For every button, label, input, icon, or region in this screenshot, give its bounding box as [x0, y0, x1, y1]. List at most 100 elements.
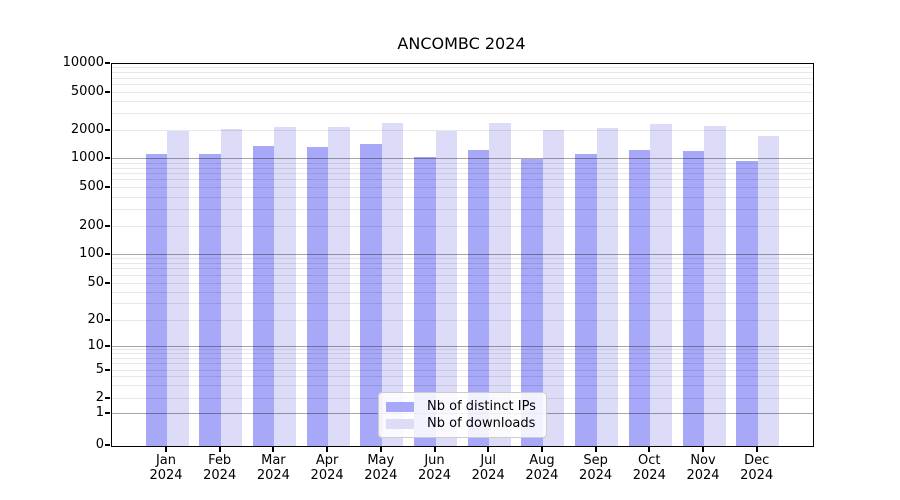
- x-tick-label-jun: Jun 2024: [405, 453, 465, 483]
- bar-downloads-nov: [704, 126, 726, 446]
- bar-distinct-ips-mar: [252, 145, 275, 446]
- y-tick-2000: [105, 129, 110, 131]
- y-tick-20: [105, 318, 110, 321]
- x-tick-label-mar: Mar 2024: [243, 453, 303, 483]
- y-tick-1000: [105, 157, 110, 160]
- y-tick-1: [105, 412, 110, 414]
- x-tick-year: 2024: [417, 468, 452, 483]
- gridline-6000: [112, 84, 813, 86]
- y-tick-label-50: 50: [87, 274, 104, 290]
- x-tick-label-may: May 2024: [351, 453, 411, 483]
- x-tick-label-aug: Aug 2024: [512, 453, 572, 483]
- y-tick-label-500: 500: [79, 179, 104, 194]
- x-tick-year: 2024: [579, 468, 613, 483]
- y-tick-2: [105, 396, 110, 399]
- x-tick-year: 2024: [471, 468, 505, 483]
- x-tick-apr: [326, 447, 329, 452]
- gridline-5000: [112, 92, 813, 93]
- y-tick-5: [105, 368, 110, 371]
- x-tick-year: 2024: [740, 468, 774, 483]
- y-tick-10: [105, 344, 110, 347]
- y-tick-0: [105, 444, 110, 446]
- x-tick-year: 2024: [364, 468, 398, 483]
- plot-area: [111, 63, 814, 447]
- y-tick-label-0: 0: [95, 437, 104, 452]
- x-tick-label-feb: Feb 2024: [190, 453, 250, 483]
- legend-label-downloads: Nb of downloads: [427, 416, 536, 431]
- bar-distinct-ips-jul: [467, 149, 490, 446]
- legend-label-distinct-ips: Nb of distinct IPs: [427, 399, 536, 414]
- y-tick-500: [105, 186, 110, 188]
- x-tick-aug: [540, 447, 543, 452]
- bar-downloads-mar: [274, 126, 296, 446]
- x-tick-label-oct: Oct 2024: [619, 453, 679, 483]
- bar-distinct-ips-sep: [575, 153, 597, 446]
- chart-title: ANCOMBC 2024: [397, 34, 526, 53]
- x-tick-label-apr: Apr 2024: [297, 453, 357, 483]
- y-tick-label-10000: 10000: [62, 55, 104, 70]
- x-tick-label-jan: Jan 2024: [136, 453, 196, 483]
- y-tick-label-100: 100: [79, 245, 104, 261]
- x-tick-year: 2024: [686, 468, 720, 483]
- y-tick-200: [105, 225, 110, 227]
- y-tick-label-10: 10: [87, 337, 104, 353]
- x-tick-mar: [272, 447, 275, 452]
- x-tick-year: 2024: [203, 468, 237, 483]
- x-tick-year: 2024: [256, 468, 290, 483]
- y-tick-label-1000: 1000: [70, 150, 104, 166]
- x-tick-jan: [165, 447, 167, 452]
- y-tick-100: [105, 252, 110, 255]
- legend: Nb of distinct IPs Nb of downloads: [378, 392, 547, 438]
- x-tick-label-dec: Dec 2024: [727, 453, 787, 483]
- bar-distinct-ips-feb: [199, 154, 221, 446]
- gridline-4000: [112, 101, 813, 103]
- bar-downloads-may: [381, 122, 404, 446]
- legend-swatch-distinct-ips-icon: [386, 401, 414, 412]
- bar-downloads-jul: [489, 122, 511, 446]
- bar-distinct-ips-nov: [682, 151, 704, 446]
- bar-downloads-apr: [328, 127, 350, 446]
- bar-distinct-ips-aug: [521, 158, 543, 446]
- bar-downloads-aug: [542, 130, 565, 446]
- gridline-9000: [112, 67, 813, 69]
- bar-downloads-jun: [435, 131, 457, 446]
- x-tick-feb: [218, 447, 221, 452]
- x-tick-label-sep: Sep 2024: [566, 453, 626, 483]
- x-tick-year: 2024: [310, 468, 344, 483]
- bar-distinct-ips-may: [360, 143, 382, 446]
- gridline-8000: [112, 72, 813, 74]
- y-tick-10000: [105, 62, 110, 64]
- x-tick-jun: [433, 447, 436, 452]
- bar-downloads-sep: [596, 127, 619, 446]
- y-tick-label-200: 200: [79, 218, 104, 233]
- x-tick-dec: [755, 447, 758, 452]
- bar-distinct-ips-oct: [628, 150, 651, 446]
- x-tick-label-nov: Nov 2024: [673, 453, 733, 483]
- bar-distinct-ips-jan: [145, 153, 167, 446]
- legend-swatch-downloads-icon: [386, 418, 414, 429]
- x-tick-jul: [487, 447, 490, 452]
- x-tick-oct: [648, 447, 651, 452]
- legend-item-distinct-ips: Nb of distinct IPs: [386, 398, 538, 415]
- x-tick-year: 2024: [632, 468, 666, 483]
- y-tick-label-2000: 2000: [70, 122, 104, 137]
- bar-distinct-ips-apr: [306, 146, 329, 446]
- x-tick-may: [379, 447, 382, 452]
- x-tick-sep: [594, 447, 597, 452]
- bar-downloads-jan: [167, 131, 189, 446]
- x-tick-nov: [702, 447, 704, 452]
- bar-downloads-dec: [757, 135, 780, 446]
- y-tick-label-20: 20: [87, 311, 104, 327]
- y-tick-label-1: 1: [95, 405, 104, 420]
- x-tick-year: 2024: [149, 468, 183, 483]
- y-tick-5000: [105, 91, 110, 93]
- bar-distinct-ips-jun: [414, 156, 436, 446]
- y-tick-label-2: 2: [95, 389, 104, 405]
- bar-distinct-ips-dec: [736, 161, 758, 446]
- y-tick-label-5: 5: [95, 361, 104, 377]
- bar-downloads-oct: [650, 123, 672, 446]
- x-tick-year: 2024: [525, 468, 559, 483]
- y-tick-50: [105, 281, 110, 284]
- gridline-3000: [112, 113, 813, 115]
